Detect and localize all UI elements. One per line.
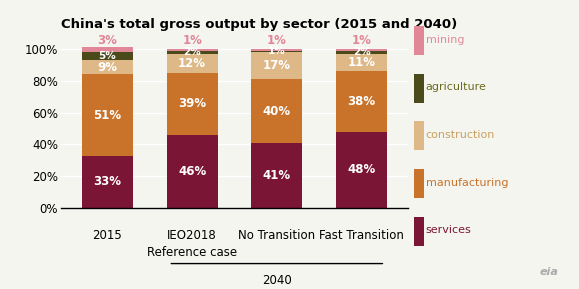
Text: 33%: 33% (93, 175, 122, 188)
Bar (167, 49, 218, 51)
Bar (336, 51, 387, 54)
Text: mining: mining (426, 35, 464, 45)
Bar (82, 155, 133, 208)
Text: construction: construction (426, 130, 495, 140)
Text: 40%: 40% (263, 105, 291, 118)
Bar (167, 135, 218, 208)
Text: manufacturing: manufacturing (426, 178, 508, 188)
Text: No Transition: No Transition (239, 229, 316, 242)
Text: 5%: 5% (98, 51, 116, 61)
Text: 1%: 1% (267, 34, 287, 47)
Bar (336, 132, 387, 208)
Bar (82, 47, 133, 52)
Text: 1%: 1% (182, 34, 202, 47)
Bar (82, 52, 133, 60)
Text: 51%: 51% (93, 108, 122, 121)
Bar (167, 51, 218, 54)
Text: 38%: 38% (347, 95, 376, 108)
Text: 46%: 46% (178, 165, 206, 178)
Bar (336, 71, 387, 132)
Text: 11%: 11% (347, 56, 376, 69)
Text: IEO2018: IEO2018 (167, 229, 217, 242)
Text: 1%: 1% (351, 34, 372, 47)
Bar (251, 79, 302, 143)
Text: 2015: 2015 (93, 229, 122, 242)
Text: 2040: 2040 (262, 274, 292, 287)
Bar (167, 54, 218, 73)
Text: services: services (426, 225, 471, 236)
Text: China's total gross output by sector (2015 and 2040): China's total gross output by sector (20… (61, 18, 457, 31)
Bar (251, 143, 302, 208)
Text: agriculture: agriculture (426, 82, 486, 92)
Text: 12%: 12% (178, 57, 206, 70)
Text: 41%: 41% (263, 169, 291, 182)
Bar (82, 75, 133, 155)
Bar (167, 73, 218, 135)
Bar (336, 54, 387, 71)
Text: Fast Transition: Fast Transition (319, 229, 404, 242)
Bar (82, 60, 133, 75)
Text: 39%: 39% (178, 97, 206, 110)
Text: 48%: 48% (347, 163, 376, 176)
Text: 1%: 1% (268, 46, 285, 56)
Bar (251, 51, 302, 52)
Text: Reference case: Reference case (147, 246, 237, 259)
Text: 9%: 9% (97, 61, 118, 74)
Text: 3%: 3% (97, 34, 118, 47)
Text: 17%: 17% (263, 59, 291, 72)
Bar (336, 49, 387, 51)
Bar (251, 52, 302, 79)
Text: eia: eia (540, 267, 559, 277)
Text: 2%: 2% (353, 47, 371, 57)
Bar (251, 49, 302, 51)
Text: 2%: 2% (184, 47, 201, 57)
